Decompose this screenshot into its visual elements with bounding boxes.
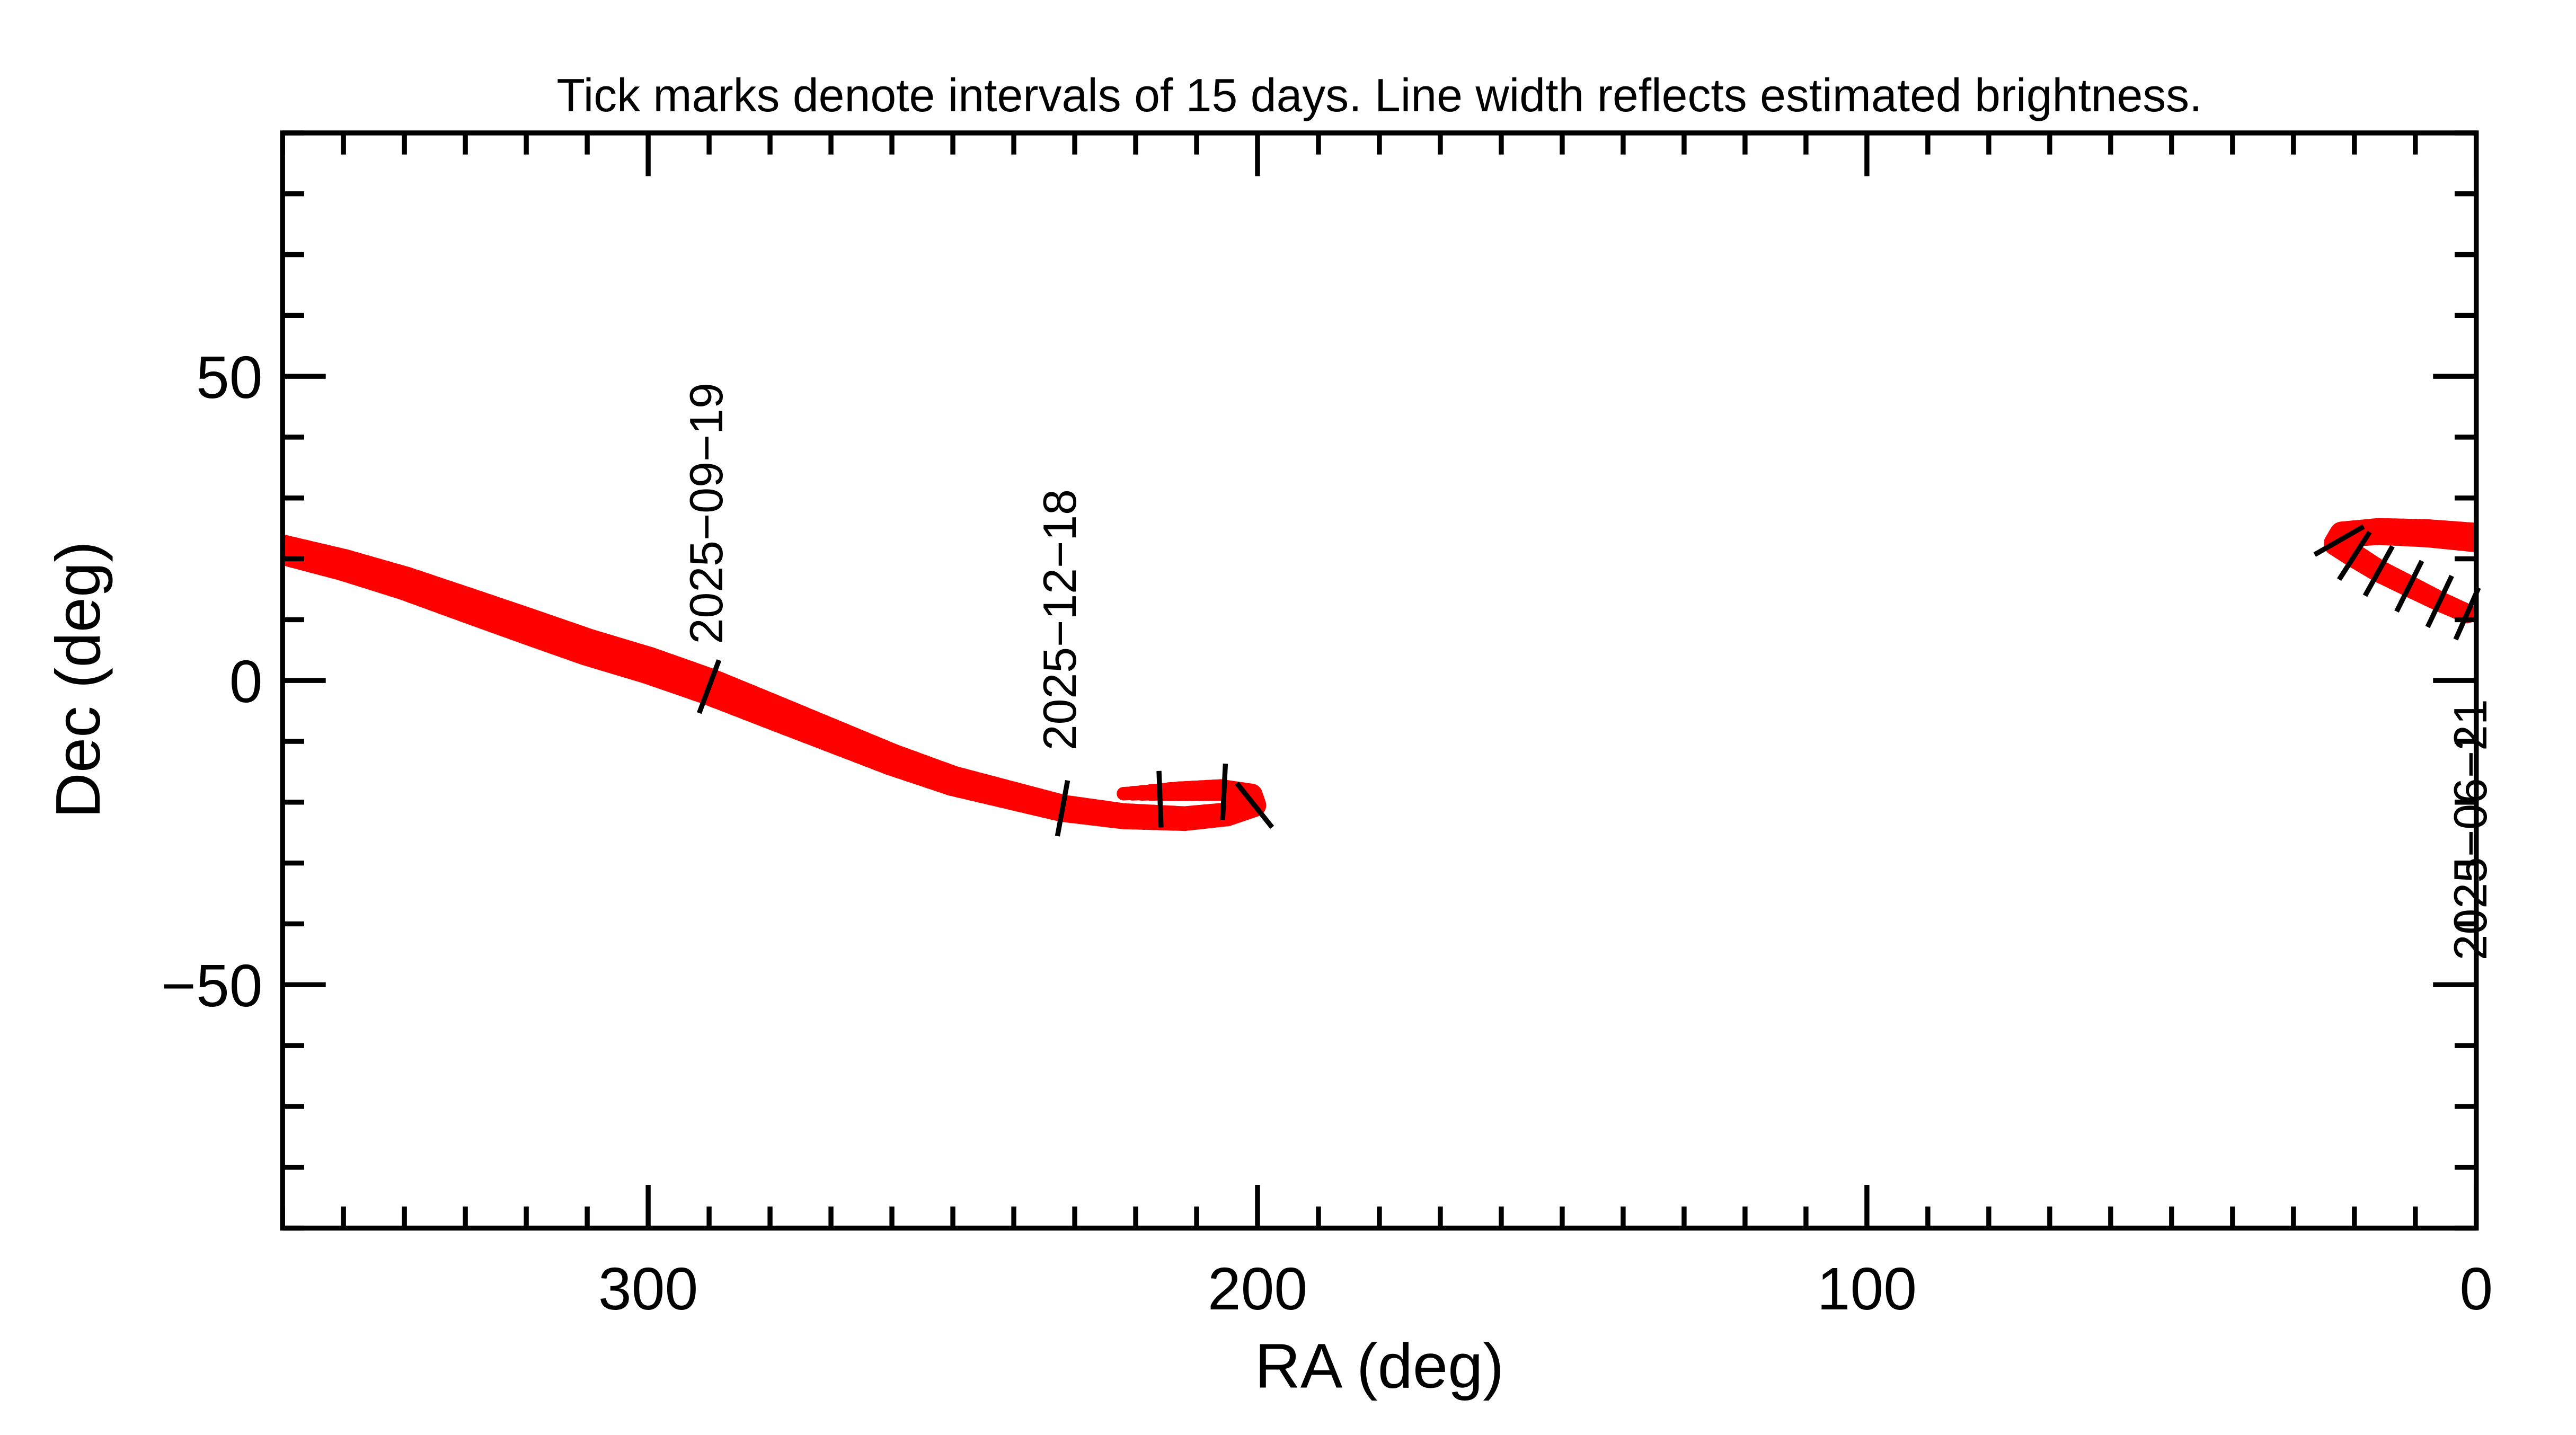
- x-tick-label: 200: [1208, 1255, 1307, 1322]
- x-tick-label: 100: [1817, 1255, 1917, 1322]
- x-tick-label: 0: [2459, 1255, 2493, 1322]
- chart-title: Tick marks denote intervals of 15 days. …: [556, 69, 2202, 121]
- interval-tick: [2425, 574, 2454, 628]
- y-tick-label: 50: [196, 344, 263, 411]
- y-tick-label: −50: [161, 952, 262, 1019]
- y-axis-label: Dec (deg): [43, 541, 113, 818]
- interval-tick: [2394, 560, 2424, 613]
- interval-tick: [2362, 545, 2395, 597]
- y-tick-label: 0: [229, 648, 263, 715]
- interval-tick: [1235, 782, 1274, 829]
- interval-tick: [1220, 763, 1228, 820]
- x-tick-label: 300: [598, 1255, 698, 1322]
- interval-tick: [1055, 780, 1070, 837]
- interval-tick: [1156, 770, 1164, 828]
- axes: 300 200 100 0 50 0 −50: [161, 130, 2493, 1322]
- date-label: 2025−12−18: [1034, 489, 1086, 750]
- interval-tick: [2313, 524, 2365, 557]
- date-labels: 2025−09−19 2025−12−18 2025−06−21: [680, 383, 2497, 960]
- interval-tick: [697, 659, 722, 714]
- track-segment: [1117, 786, 1140, 801]
- date-label: 2025−09−19: [680, 383, 732, 644]
- track-line: [282, 518, 2476, 831]
- interval-ticks: [697, 524, 2481, 837]
- plot-frame: [280, 130, 2479, 1231]
- date-label: 2025−06−21: [2445, 699, 2497, 960]
- interval-tick: [2337, 530, 2372, 581]
- x-axis-label: RA (deg): [1255, 1331, 1504, 1402]
